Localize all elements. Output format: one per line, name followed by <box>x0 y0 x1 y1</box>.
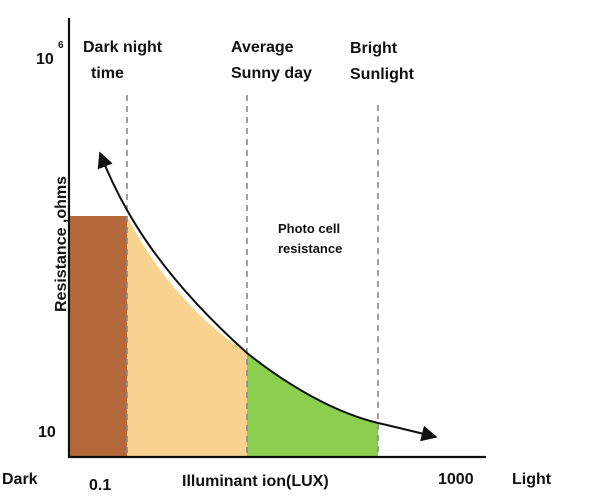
marker-sunny-day-line1: Average <box>231 39 294 56</box>
y-tick-bottom: 10 <box>38 424 56 441</box>
x-tick-0-1: 0.1 <box>89 477 111 494</box>
curve-label-line2: resistance <box>278 241 342 256</box>
marker-dark-night-line1: Dark night <box>83 39 163 56</box>
x-end-label-light: Light <box>512 471 552 488</box>
x-tick-1000: 1000 <box>438 471 474 488</box>
y-axis-label: Resistance ,ohms <box>53 176 70 312</box>
region-dark-night <box>69 216 127 456</box>
y-tick-top-exponent: 6 <box>58 40 64 51</box>
marker-dark-night-line2: time <box>91 65 124 82</box>
curve-label-line1: Photo cell <box>278 221 340 236</box>
marker-sunny-day-line2: Sunny day <box>231 65 312 82</box>
x-end-label-dark: Dark <box>2 471 38 488</box>
x-axis-label: Illuminant ion(LUX) <box>182 473 329 490</box>
marker-bright-sunlight-line1: Bright <box>350 40 398 57</box>
y-tick-top: 10 <box>36 51 54 68</box>
resistance-curve <box>97 151 438 442</box>
marker-bright-sunlight-line2: Sunlight <box>350 66 415 83</box>
